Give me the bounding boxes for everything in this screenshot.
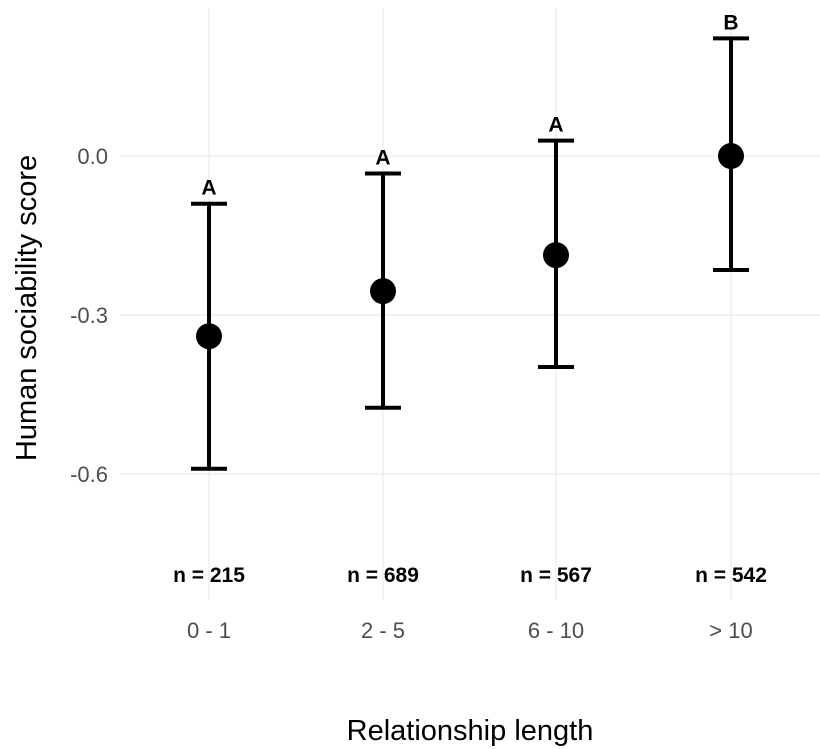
x-tick-label: 6 - 10 — [528, 618, 584, 643]
x-tick-label: 2 - 5 — [361, 618, 405, 643]
mean-point — [196, 323, 222, 350]
grid-layer — [120, 8, 820, 600]
sample-size-label: n = 567 — [520, 564, 592, 587]
sample-size-label: n = 215 — [173, 564, 245, 587]
y-tick-label: -0.3 — [70, 303, 108, 328]
significance-letter: A — [201, 177, 216, 200]
labels-layer: 0.0 -0.3 -0.6 0 - 1 2 - 5 6 - 10 > 10 An = 215 A… — [70, 11, 767, 643]
marks-layer — [191, 36, 749, 471]
x-axis-title: Relationship length — [347, 715, 594, 747]
x-tick-label: 0 - 1 — [187, 618, 231, 643]
sample-size-label: n = 542 — [695, 564, 767, 587]
significance-letter: A — [375, 146, 390, 169]
mean-point — [718, 143, 744, 169]
sample-size-label: n = 689 — [347, 564, 419, 587]
significance-letter: B — [723, 11, 738, 34]
x-tick-label: > 10 — [709, 618, 752, 643]
y-axis-title: Human sociability score — [11, 155, 43, 461]
significance-letter: A — [548, 114, 563, 137]
y-tick-label: 0.0 — [77, 144, 108, 169]
mean-point — [370, 278, 396, 305]
y-tick-label: -0.6 — [70, 462, 108, 487]
mean-point — [543, 242, 569, 269]
